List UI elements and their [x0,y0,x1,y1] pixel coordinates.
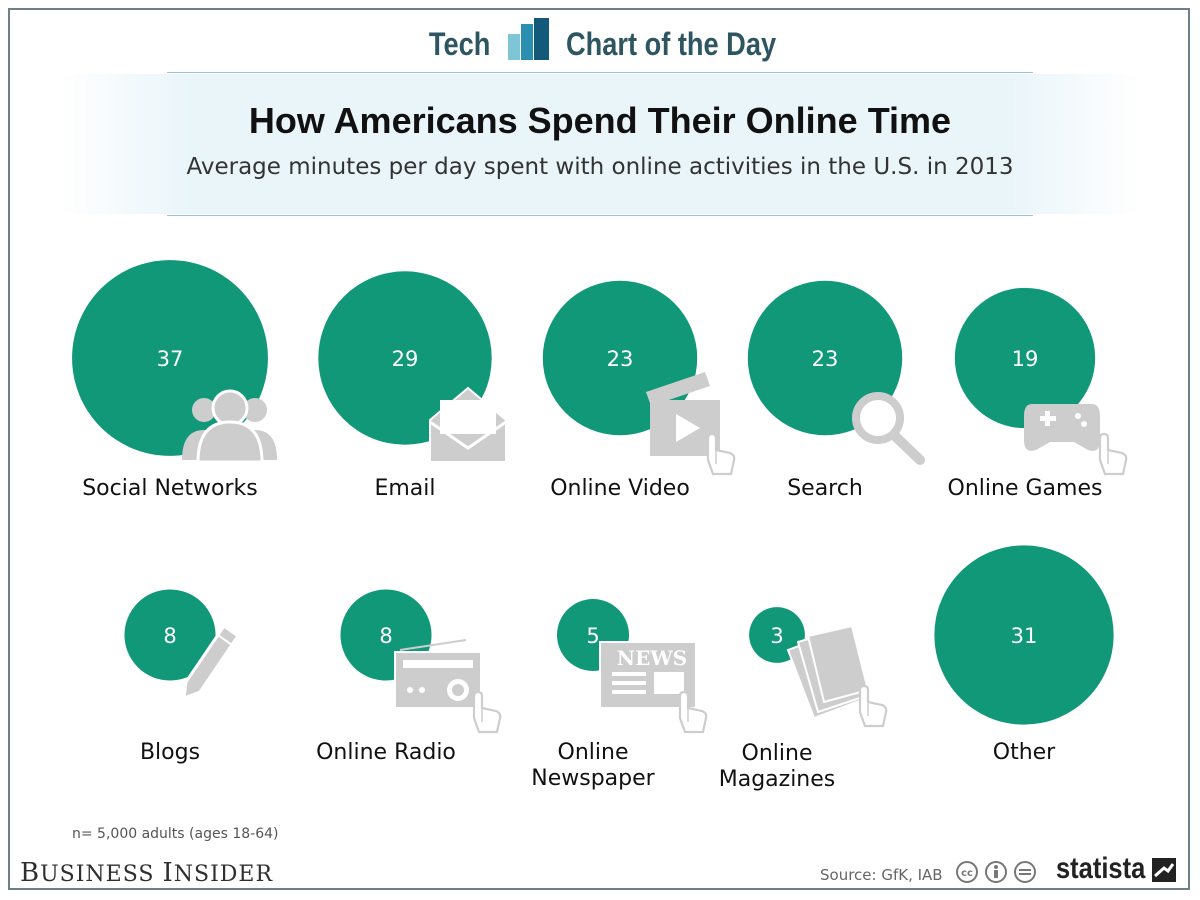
header: Tech Chart of the Day [0,18,1200,68]
title-rule-top [167,72,1033,73]
bubble-group-email: 29 Email [318,271,507,501]
bubble-group-online-games: 19 Online Games [948,287,1128,501]
bubble [124,589,216,681]
bubble-group-online-radio: 8 Online Radio [316,589,502,765]
svg-text:NEWS: NEWS [617,646,687,670]
value-label: 5 [586,624,599,648]
category-label: Online Games [948,476,1103,501]
bubble-group-blogs: 8 Blogs [124,589,241,765]
bubble-group-social-networks: 37 Social Networks [72,260,277,501]
bubble [934,545,1114,725]
title-rule-bottom [167,215,1033,216]
radio-icon [394,639,502,734]
header-chart-of-the-day: Chart of the Day [566,26,777,62]
bubble-group-other: 31 Other [934,545,1114,765]
value-label: 23 [812,347,839,371]
value-label: 19 [1012,347,1039,371]
chart-subtitle: Average minutes per day spent with onlin… [186,154,1014,180]
pencil-icon [182,623,241,701]
category-label: Email [374,476,435,501]
value-label: 3 [770,624,783,648]
video-clapper-icon [646,372,736,476]
bubble-group-search: 23 Search [747,280,925,501]
category-label: Newspaper [531,766,655,791]
category-label: Magazines [719,767,836,792]
statista-mark-icon [1152,858,1176,882]
category-label: Other [993,740,1056,765]
value-label: 8 [163,624,176,648]
chart-title: How Americans Spend Their Online Time [248,100,952,141]
bubble-group-online-video: 23 Online Video [542,280,736,501]
category-label: Online Radio [316,740,456,765]
statista-logo: statista [1056,852,1146,885]
gamepad-icon [1024,404,1128,476]
header-tech: Tech [428,26,490,62]
newspaper-icon: NEWS [599,641,708,734]
people-icon [182,389,277,464]
value-label: 8 [379,624,392,648]
value-label: 31 [1011,624,1038,648]
magazines-icon [786,624,888,728]
value-label: 37 [157,347,184,371]
envelope-icon [429,386,507,463]
category-label: Online [742,741,813,766]
category-label: Blogs [140,740,200,765]
category-label: Online [558,740,629,765]
bubble [954,287,1096,429]
category-label: Social Networks [82,476,258,501]
magnifier-icon [852,392,925,465]
value-label: 29 [392,347,419,371]
creative-commons-icon: cc [956,861,1036,883]
bar-chart-logo-icon [508,18,549,60]
value-label: 23 [607,347,634,371]
source-text: Source: GfK, IAB [820,866,943,884]
category-label: Online Video [550,476,690,501]
business-insider-logo: BUSINESS INSIDER [20,858,274,888]
title-band [60,74,1140,214]
sample-note: n= 5,000 adults (ages 18-64) [72,826,279,842]
svg-text:cc: cc [961,868,973,879]
category-label: Search [787,476,863,501]
